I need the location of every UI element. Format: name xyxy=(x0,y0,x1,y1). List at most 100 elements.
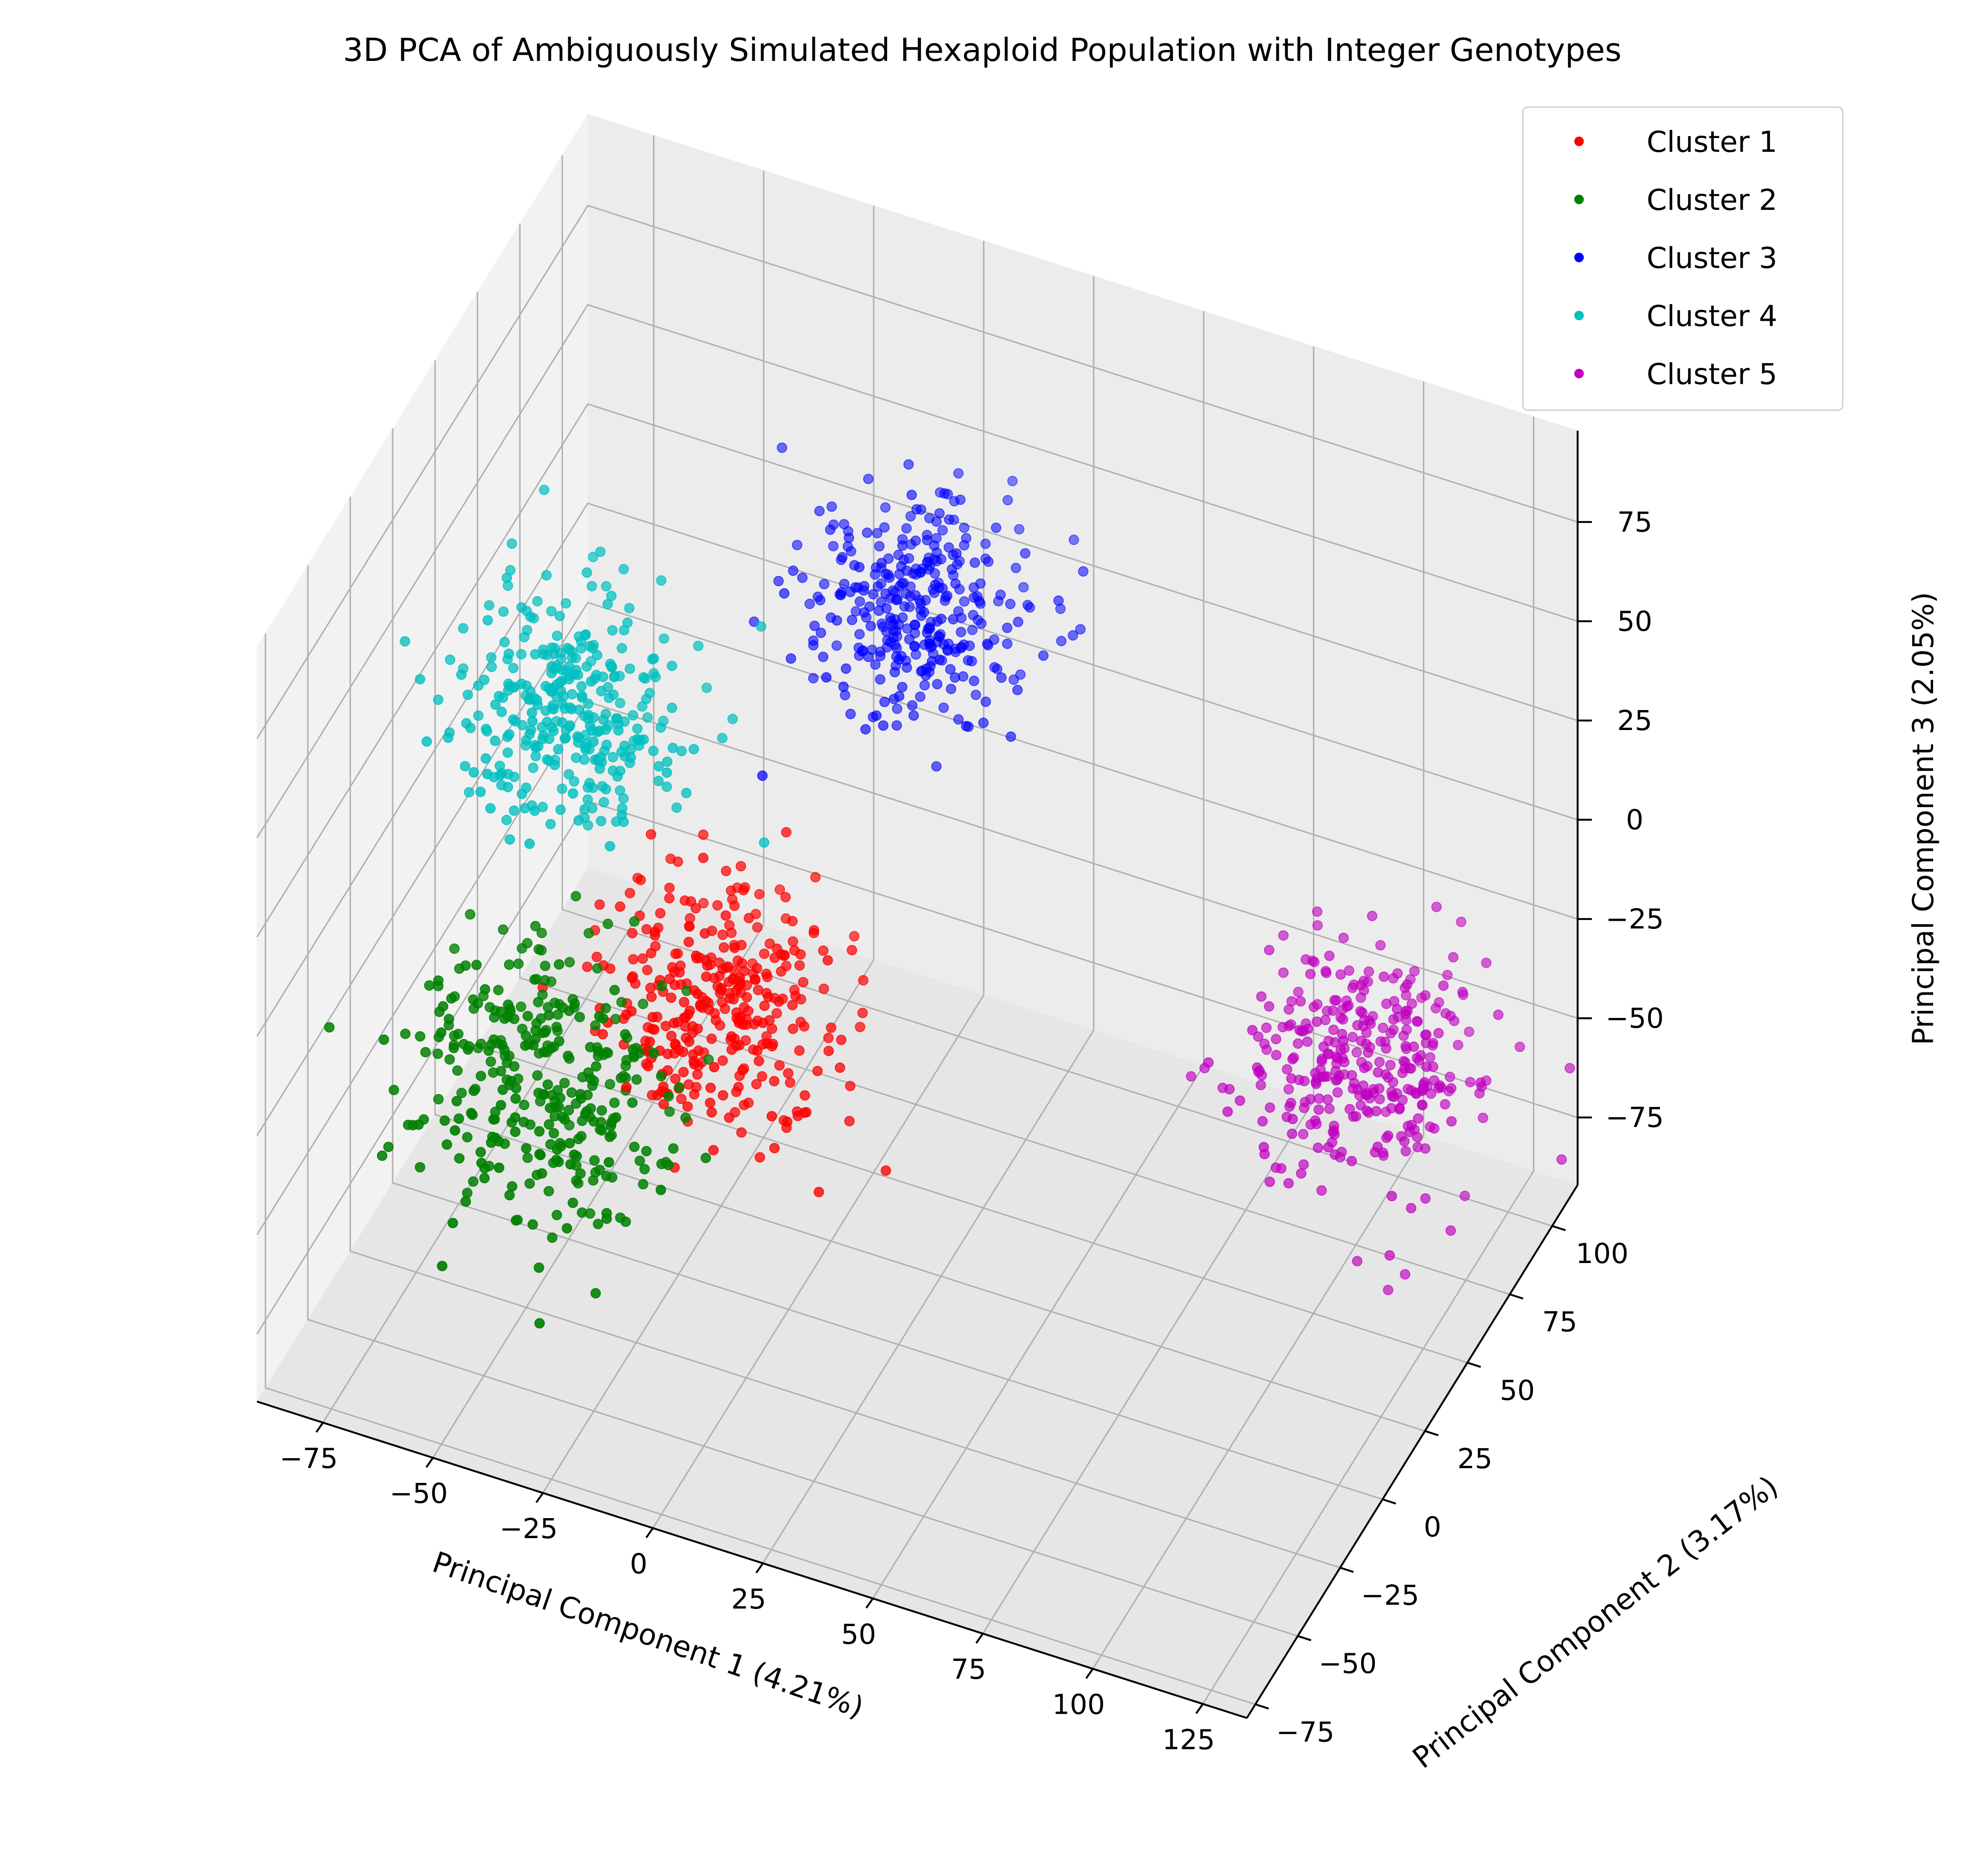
data-point-cluster-3 xyxy=(959,596,970,607)
data-point-cluster-5 xyxy=(1343,965,1354,976)
data-point-cluster-2 xyxy=(605,1120,616,1131)
data-point-cluster-2 xyxy=(446,993,457,1004)
data-point-cluster-1 xyxy=(705,1097,716,1108)
data-point-cluster-1 xyxy=(731,985,742,996)
data-point-cluster-2 xyxy=(439,1115,450,1126)
data-point-cluster-1 xyxy=(737,1065,748,1076)
data-point-cluster-2 xyxy=(453,1028,464,1039)
data-point-cluster-2 xyxy=(523,1011,533,1021)
data-point-cluster-3 xyxy=(932,616,943,627)
data-point-cluster-2 xyxy=(544,1103,555,1114)
data-point-cluster-3 xyxy=(897,540,908,551)
data-point-cluster-3 xyxy=(837,552,848,563)
data-point-cluster-2 xyxy=(577,1207,587,1218)
data-point-cluster-4 xyxy=(490,735,501,746)
legend-label-cluster-1: Cluster 1 xyxy=(1647,125,1777,159)
data-point-cluster-1 xyxy=(858,975,869,986)
data-point-cluster-1 xyxy=(788,936,799,947)
grid-line-y xyxy=(349,497,1341,1569)
y-axis-tick-mark xyxy=(1255,1703,1269,1710)
data-point-cluster-5 xyxy=(1409,966,1420,977)
data-point-cluster-2 xyxy=(510,1126,521,1137)
data-point-cluster-5 xyxy=(1374,1094,1385,1105)
data-point-cluster-1 xyxy=(624,888,635,899)
data-point-cluster-3 xyxy=(896,561,907,572)
data-point-cluster-5 xyxy=(1285,1097,1296,1108)
data-point-cluster-2 xyxy=(616,997,627,1007)
data-point-cluster-4 xyxy=(460,761,471,771)
data-point-cluster-1 xyxy=(753,1056,764,1066)
data-point-cluster-1 xyxy=(721,866,731,877)
data-point-cluster-5 xyxy=(1381,998,1392,1009)
data-point-cluster-2 xyxy=(420,1047,431,1057)
data-point-cluster-2 xyxy=(590,1020,601,1031)
data-point-cluster-2 xyxy=(437,1261,448,1272)
data-point-cluster-1 xyxy=(688,1056,699,1066)
data-point-cluster-3 xyxy=(975,578,986,589)
data-point-cluster-5 xyxy=(1330,1149,1341,1160)
legend-label-cluster-4: Cluster 4 xyxy=(1647,299,1777,333)
data-point-cluster-3 xyxy=(840,663,851,674)
data-point-cluster-5 xyxy=(1293,1038,1303,1049)
data-point-cluster-5 xyxy=(1404,1126,1415,1137)
data-point-cluster-1 xyxy=(741,992,752,1003)
grid-line-z xyxy=(256,403,1578,938)
data-point-cluster-3 xyxy=(1005,599,1016,610)
data-point-cluster-3 xyxy=(915,691,926,702)
data-point-cluster-2 xyxy=(552,1144,563,1155)
data-point-cluster-1 xyxy=(771,1008,782,1019)
data-point-cluster-2 xyxy=(638,1179,649,1190)
data-point-cluster-3 xyxy=(946,683,957,694)
data-point-cluster-3 xyxy=(938,702,949,713)
data-point-cluster-5 xyxy=(1446,1116,1457,1127)
data-point-cluster-4 xyxy=(506,538,517,549)
data-point-cluster-5 xyxy=(1382,1130,1393,1141)
data-point-cluster-1 xyxy=(809,928,820,938)
data-point-cluster-4 xyxy=(548,648,559,659)
data-point-cluster-5 xyxy=(1378,971,1389,982)
data-point-cluster-2 xyxy=(565,1159,576,1170)
grid-line-y xyxy=(265,633,1256,1705)
data-point-cluster-3 xyxy=(916,611,927,621)
data-point-cluster-5 xyxy=(1564,1063,1575,1074)
y-axis-tick-label: −75 xyxy=(1276,1716,1334,1748)
data-point-cluster-3 xyxy=(836,587,847,598)
data-point-cluster-2 xyxy=(571,891,582,902)
legend-marker-cluster-3 xyxy=(1574,253,1584,262)
data-point-cluster-1 xyxy=(761,1038,772,1049)
data-point-cluster-2 xyxy=(449,943,460,954)
data-point-cluster-1 xyxy=(712,981,723,992)
data-point-cluster-2 xyxy=(533,997,543,1007)
data-point-cluster-3 xyxy=(847,614,858,625)
data-point-cluster-2 xyxy=(534,1318,545,1329)
data-point-cluster-3 xyxy=(846,546,857,557)
data-point-cluster-1 xyxy=(597,1029,608,1040)
data-point-cluster-2 xyxy=(603,1157,614,1168)
data-point-cluster-4 xyxy=(504,648,514,659)
data-point-cluster-2 xyxy=(498,924,509,935)
data-point-cluster-1 xyxy=(826,1022,837,1033)
data-point-cluster-3 xyxy=(808,640,819,651)
data-point-cluster-2 xyxy=(479,1173,490,1184)
data-point-cluster-4 xyxy=(530,742,541,753)
data-point-cluster-2 xyxy=(521,1030,532,1041)
data-point-cluster-4 xyxy=(458,623,469,634)
data-point-cluster-1 xyxy=(645,982,656,993)
data-point-cluster-2 xyxy=(562,1223,573,1234)
data-point-cluster-2 xyxy=(655,1185,666,1195)
data-point-cluster-3 xyxy=(816,627,826,638)
data-point-cluster-2 xyxy=(485,1056,496,1067)
data-point-cluster-2 xyxy=(543,1186,554,1196)
data-point-cluster-4 xyxy=(577,692,588,703)
data-point-cluster-4 xyxy=(554,611,565,622)
data-point-cluster-1 xyxy=(754,889,765,899)
data-point-cluster-1 xyxy=(782,1116,793,1127)
data-point-cluster-4 xyxy=(521,735,532,746)
data-point-cluster-5 xyxy=(1445,1010,1456,1021)
data-point-cluster-1 xyxy=(692,1023,703,1034)
grid-line-y xyxy=(307,565,1298,1637)
data-point-cluster-2 xyxy=(489,1012,500,1023)
data-point-cluster-5 xyxy=(1299,1076,1310,1086)
data-point-cluster-1 xyxy=(787,916,798,927)
data-point-cluster-2 xyxy=(476,1157,487,1168)
